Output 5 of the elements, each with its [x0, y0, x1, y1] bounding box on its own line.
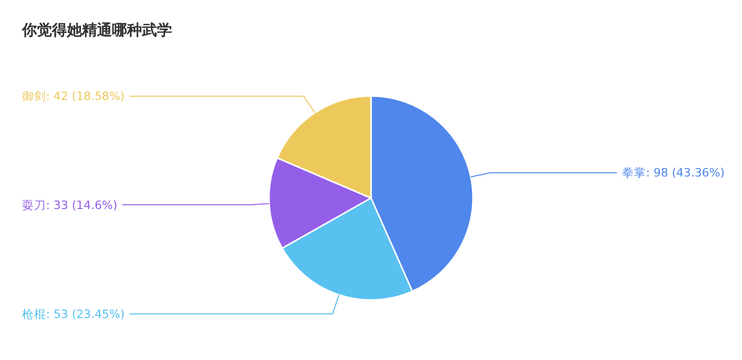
chart-title: 你觉得她精通哪种武学 [21, 21, 172, 39]
slice-label: 枪棍: 53 (23.45%) [22, 306, 125, 321]
slice-label: 拳掌: 98 (43.36%) [622, 166, 725, 180]
slice-label: 御剑: 42 (18.58%) [22, 89, 125, 104]
slice-label: 耍刀: 33 (14.6%) [22, 198, 118, 212]
